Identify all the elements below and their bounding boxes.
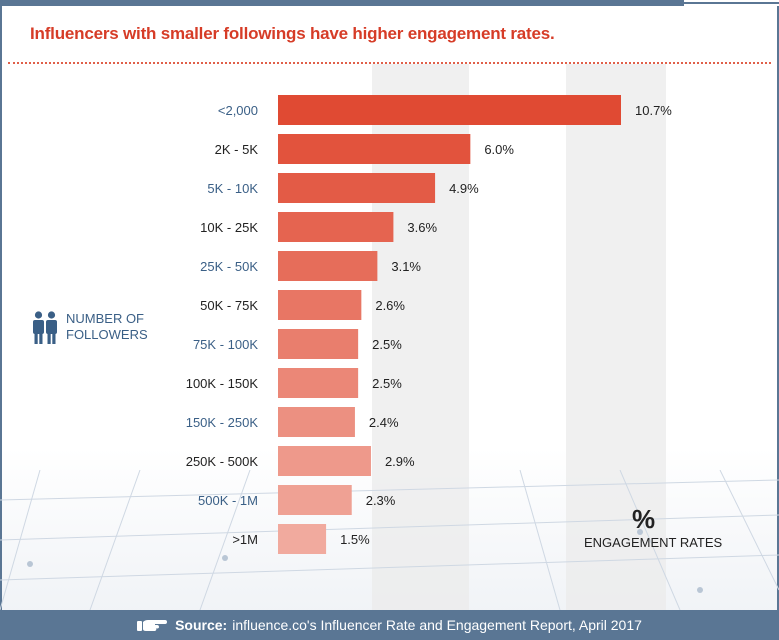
category-label: 10K - 25K xyxy=(200,220,258,235)
value-label: 4.9% xyxy=(449,181,479,196)
title-divider xyxy=(8,62,771,64)
category-label: 150K - 250K xyxy=(186,415,259,430)
bar-chart: <2,000 10.7% 2K - 5K 6.0% 5K - 10K 4.9% 10K - … xyxy=(186,95,672,554)
category-label: 2K - 5K xyxy=(215,142,259,157)
value-label: 6.0% xyxy=(484,142,514,157)
bar xyxy=(278,524,327,554)
bar xyxy=(278,368,359,398)
left-border xyxy=(0,6,2,610)
category-label: 250K - 500K xyxy=(186,454,259,469)
value-label: 2.4% xyxy=(369,415,399,430)
value-label: 2.5% xyxy=(372,337,402,352)
top-accent-line xyxy=(684,2,779,4)
category-label: 5K - 10K xyxy=(207,181,258,196)
category-label: >1M xyxy=(232,532,258,547)
pointing-hand-icon xyxy=(137,620,168,631)
people-icon xyxy=(33,311,57,344)
bar xyxy=(278,290,362,320)
value-label: 2.3% xyxy=(366,493,396,508)
right-border xyxy=(777,6,779,610)
chart-title: Influencers with smaller followings have… xyxy=(30,24,555,43)
bar xyxy=(278,173,436,203)
category-label: 50K - 75K xyxy=(200,298,258,313)
category-label: 25K - 50K xyxy=(200,259,258,274)
source-text: influence.co's Influencer Rate and Engag… xyxy=(232,617,642,633)
background-grid xyxy=(0,470,779,610)
category-label: 100K - 150K xyxy=(186,376,259,391)
followers-legend: NUMBER OF FOLLOWERS xyxy=(32,311,156,345)
value-label: 3.6% xyxy=(407,220,437,235)
bar xyxy=(278,251,378,281)
value-label: 1.5% xyxy=(340,532,370,547)
value-label: 2.6% xyxy=(375,298,405,313)
value-label: 3.1% xyxy=(391,259,421,274)
category-label: <2,000 xyxy=(218,103,258,118)
legend-label: NUMBER OF FOLLOWERS xyxy=(66,311,148,342)
bar xyxy=(278,446,371,476)
bar xyxy=(278,95,621,125)
value-label: 2.5% xyxy=(372,376,402,391)
bar xyxy=(278,407,355,437)
bar xyxy=(278,212,394,242)
engagement-rates-label: ENGAGEMENT RATES xyxy=(584,535,723,550)
value-label: 2.9% xyxy=(385,454,415,469)
category-label: 500K - 1M xyxy=(198,493,258,508)
top-accent-bar xyxy=(0,0,684,6)
bar xyxy=(278,329,359,359)
source-label: Source: xyxy=(175,617,228,633)
category-label: 75K - 100K xyxy=(193,337,258,352)
value-label: 10.7% xyxy=(635,103,672,118)
percent-symbol: % xyxy=(632,504,656,534)
source-footer: Source: influence.co's Influencer Rate a… xyxy=(0,610,779,640)
bar xyxy=(278,485,352,515)
bar xyxy=(278,134,471,164)
